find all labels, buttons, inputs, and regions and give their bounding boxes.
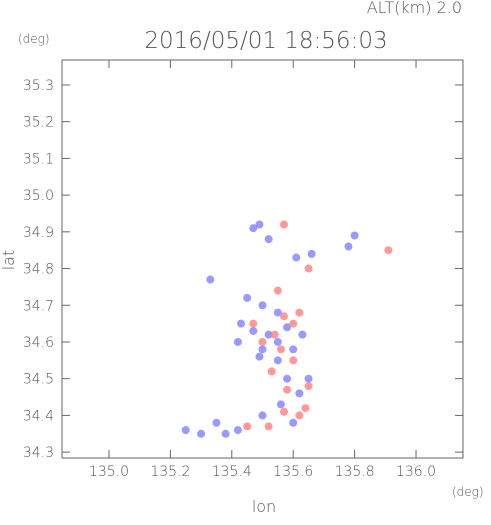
- y-tick-label: 34.5: [23, 372, 54, 388]
- point: [295, 308, 304, 317]
- point: [273, 308, 282, 317]
- point: [258, 411, 267, 420]
- point: [289, 418, 298, 427]
- point: [289, 319, 298, 328]
- y-axis-label: lat: [0, 250, 18, 271]
- point: [289, 345, 298, 354]
- y-tick-label: 34.7: [23, 298, 54, 314]
- point: [384, 246, 393, 255]
- point: [298, 330, 307, 339]
- point: [264, 422, 273, 431]
- point: [212, 418, 221, 427]
- point: [276, 345, 285, 354]
- point: [279, 312, 288, 321]
- point: [233, 426, 242, 435]
- x-tick-label: 135.6: [273, 464, 313, 480]
- point: [206, 275, 215, 284]
- point: [304, 264, 313, 273]
- point: [304, 374, 313, 383]
- chart-title: 2016/05/01 18:56:03: [144, 28, 387, 54]
- point: [289, 356, 298, 365]
- y-tick-label: 34.3: [23, 445, 54, 461]
- x-tick-label: 135.8: [335, 464, 375, 480]
- point: [270, 330, 279, 339]
- point: [264, 235, 273, 244]
- point: [301, 404, 310, 413]
- y-tick-label: 35.1: [23, 151, 54, 167]
- point: [279, 407, 288, 416]
- point: [283, 374, 292, 383]
- point: [249, 326, 258, 335]
- x-tick-label: 136.0: [396, 464, 436, 480]
- point: [197, 429, 206, 438]
- y-tick-label: 35.3: [23, 78, 54, 94]
- point: [237, 319, 246, 328]
- point: [295, 389, 304, 398]
- point: [258, 301, 267, 310]
- point: [304, 382, 313, 391]
- point: [258, 337, 267, 346]
- altitude-label: ALT(km) 2.0: [367, 0, 462, 17]
- point: [307, 249, 316, 258]
- point: [279, 220, 288, 229]
- point: [283, 323, 292, 332]
- point: [283, 385, 292, 394]
- point: [243, 422, 252, 431]
- point: [181, 426, 190, 435]
- point: [264, 330, 273, 339]
- point: [273, 337, 282, 346]
- point: [350, 231, 359, 240]
- y-tick-label: 34.9: [23, 225, 54, 241]
- point: [344, 242, 353, 251]
- x-tick-label: 135.0: [89, 464, 129, 480]
- point: [258, 345, 267, 354]
- point: [243, 293, 252, 302]
- x-unit: (deg): [452, 485, 484, 499]
- point: [221, 429, 230, 438]
- y-tick-label: 34.4: [23, 408, 54, 424]
- point: [255, 352, 264, 361]
- point: [267, 367, 276, 376]
- plot-frame: [61, 59, 464, 459]
- y-tick-label: 35.0: [23, 188, 54, 204]
- y-tick-label: 34.8: [23, 262, 54, 278]
- point: [276, 400, 285, 409]
- y-unit: (deg): [18, 32, 50, 46]
- point: [295, 411, 304, 420]
- x-tick-label: 135.4: [212, 464, 252, 480]
- point: [255, 220, 264, 229]
- point: [249, 224, 258, 233]
- point: [292, 253, 301, 262]
- point: [249, 319, 258, 328]
- point: [273, 286, 282, 295]
- point: [273, 356, 282, 365]
- y-tick-label: 35.2: [23, 115, 54, 131]
- point: [233, 337, 242, 346]
- x-tick-label: 135.2: [150, 464, 190, 480]
- y-tick-label: 34.6: [23, 335, 54, 351]
- x-axis-label: lon: [252, 497, 276, 516]
